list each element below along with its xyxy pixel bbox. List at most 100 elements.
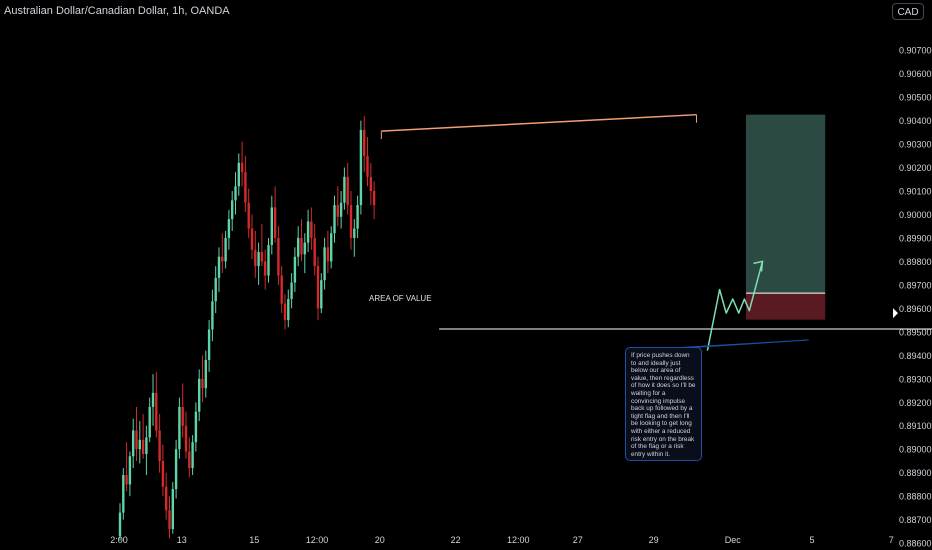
candle-body xyxy=(194,411,198,443)
profit-target-zone xyxy=(746,114,826,294)
candle-body xyxy=(316,266,320,309)
candle-body xyxy=(250,228,254,250)
candle-body xyxy=(267,244,270,276)
chart-title: Australian Dollar/Canadian Dollar, 1h, O… xyxy=(4,5,230,17)
currency-badge[interactable]: CAD xyxy=(892,3,924,20)
candle-body xyxy=(174,449,178,490)
candle-body xyxy=(260,252,264,262)
candle-body xyxy=(366,155,369,177)
candle-body xyxy=(207,329,211,361)
area-of-value-label: AREA OF VALUE xyxy=(369,294,432,303)
x-tick-label: 12:00 xyxy=(507,535,530,545)
candle-body xyxy=(237,162,240,187)
x-tick-label: 2:00 xyxy=(110,535,128,545)
y-tick-label: 0.90700 xyxy=(899,46,932,56)
candle-body xyxy=(310,221,313,238)
annotation-text: If price pushes down to and ideally just… xyxy=(631,352,696,458)
candle-body xyxy=(181,406,184,426)
candle-body xyxy=(313,237,316,267)
candle-body xyxy=(184,425,188,452)
y-tick-label: 0.89700 xyxy=(899,280,932,290)
candle-body xyxy=(224,237,227,262)
y-tick-label: 0.89200 xyxy=(899,398,932,408)
y-tick-label: 0.89300 xyxy=(899,374,932,384)
y-tick-label: 0.88700 xyxy=(899,515,932,525)
candle-body xyxy=(336,205,339,217)
candle-body xyxy=(221,256,224,262)
position-zones xyxy=(746,114,826,320)
candle-body xyxy=(138,439,141,450)
candle-body xyxy=(217,256,221,278)
x-tick-label: 5 xyxy=(809,535,814,545)
candle-body xyxy=(227,219,231,238)
candle-body xyxy=(240,162,244,173)
projected-price-path xyxy=(706,261,764,351)
candle-body xyxy=(283,303,287,321)
arrow-up-icon xyxy=(753,260,764,272)
annotation-callout[interactable]: If price pushes down to and ideally just… xyxy=(625,347,702,461)
candle-body xyxy=(234,186,237,201)
candle-body xyxy=(158,430,161,461)
candle-body xyxy=(290,282,293,299)
candle-body xyxy=(257,252,260,267)
candle-body xyxy=(168,510,171,530)
stop-loss-zone xyxy=(746,293,826,320)
x-tick-label: 15 xyxy=(249,535,259,545)
candles xyxy=(118,115,376,541)
candle-body xyxy=(287,298,290,321)
candle-body xyxy=(148,406,151,438)
drawing-overlays xyxy=(380,113,932,351)
price-axis: 0.90700 0.90600 0.90500 0.90400 0.90300 0.902… xyxy=(893,46,932,549)
candle-body xyxy=(264,261,267,276)
x-tick-label: 12:00 xyxy=(306,535,329,545)
resistance-trendline xyxy=(381,113,697,132)
candle-body xyxy=(326,247,330,262)
candle-body xyxy=(145,437,148,454)
y-tick-label: 0.90300 xyxy=(899,140,932,150)
candle-body xyxy=(300,237,303,255)
candle-body xyxy=(293,256,297,283)
candle-body xyxy=(118,512,122,537)
x-tick-label: 27 xyxy=(573,535,583,545)
candle-body xyxy=(346,176,349,206)
price-marker-icon xyxy=(893,308,898,319)
y-tick-label: 0.89000 xyxy=(899,445,932,455)
x-tick-label: 7 xyxy=(889,535,894,545)
y-tick-label: 0.89900 xyxy=(899,233,932,243)
candle-body xyxy=(132,430,135,457)
candle-body xyxy=(270,207,273,245)
y-tick-label: 0.89400 xyxy=(899,351,932,361)
y-tick-label: 0.90500 xyxy=(899,93,932,103)
candle-body xyxy=(297,237,300,257)
candle-body xyxy=(204,360,207,389)
candle-body xyxy=(363,129,366,156)
candle-body xyxy=(191,442,194,469)
x-tick-label: Dec xyxy=(725,535,742,545)
candle-body xyxy=(161,460,165,487)
y-tick-label: 0.90100 xyxy=(899,186,932,196)
y-tick-label: 0.88900 xyxy=(899,468,932,478)
candle-body xyxy=(330,233,333,262)
y-tick-label: 0.89800 xyxy=(899,257,932,267)
x-tick-label: 20 xyxy=(375,535,385,545)
candle-body xyxy=(198,378,201,412)
candle-body xyxy=(231,200,234,220)
x-tick-label: 29 xyxy=(649,535,659,545)
candle-body xyxy=(280,275,283,304)
candle-body xyxy=(277,237,280,276)
candle-body xyxy=(254,249,257,267)
y-tick-label: 0.88800 xyxy=(899,492,932,502)
candle-body xyxy=(135,430,138,450)
candle-body xyxy=(323,247,326,281)
candle-body xyxy=(155,392,158,431)
candle-body xyxy=(128,456,132,485)
candle-body xyxy=(349,205,353,238)
candle-body xyxy=(122,475,125,513)
candle-body xyxy=(214,277,217,302)
candle-body xyxy=(372,190,376,206)
y-tick-label: 0.90400 xyxy=(899,116,932,126)
y-tick-label: 0.90600 xyxy=(899,69,932,79)
